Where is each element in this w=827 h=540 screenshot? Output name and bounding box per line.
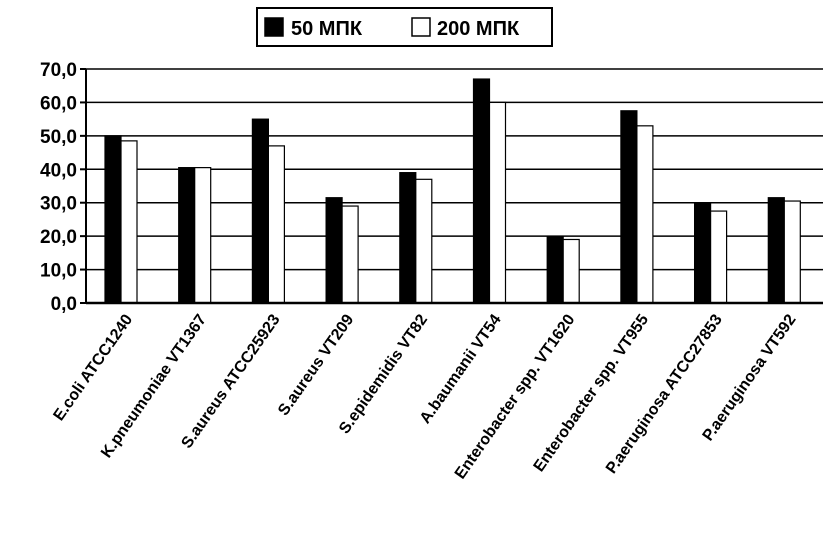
bar-series-1 [104, 135, 122, 304]
bar-series-1 [620, 110, 638, 304]
y-tick-label: 10,0 [40, 261, 77, 282]
bar-series-1 [472, 78, 491, 304]
y-tick-label: 0,0 [51, 294, 77, 315]
y-tick-label: 70,0 [40, 60, 77, 81]
bar-series-2 [341, 205, 359, 304]
axes [85, 69, 823, 305]
legend-swatch-series-1 [264, 17, 284, 37]
legend-label-series-1: 50 МПК [291, 18, 363, 40]
x-tick-label: S.aureus VT209 [275, 311, 357, 418]
bar-series-2 [709, 210, 728, 304]
x-tick-label: A.baumanii VT54 [417, 311, 505, 426]
bar-series-2 [562, 238, 580, 304]
bar-series-2 [636, 125, 654, 304]
x-tick-label: E.coli ATCC1240 [50, 311, 136, 424]
bar-series-1 [767, 197, 785, 304]
bar-series-2 [415, 178, 433, 304]
bar-series-1 [693, 202, 712, 304]
bar-series-2 [488, 101, 507, 304]
bar-series-1 [251, 118, 269, 304]
bar-series-2 [120, 140, 138, 304]
y-tick-label: 40,0 [40, 160, 77, 181]
y-tick-label: 60,0 [40, 93, 77, 114]
bar-series-1 [546, 235, 564, 304]
legend-box [256, 7, 553, 47]
y-tick-label: 20,0 [40, 227, 77, 248]
y-tick-label: 50,0 [40, 127, 77, 148]
y-tick-label: 30,0 [40, 194, 77, 215]
bars [104, 78, 801, 304]
legend-label-series-2: 200 МПК [437, 18, 520, 40]
bar-series-2 [783, 200, 801, 304]
bar-series-1 [399, 172, 417, 304]
legend-swatch-series-2 [411, 17, 431, 37]
legend: 50 МПК 200 МПК [256, 7, 553, 47]
bar-series-2 [194, 167, 212, 304]
bar-series-1 [325, 197, 343, 304]
x-tick-label: Enterobacter spp. VT1620 [452, 311, 579, 482]
bar-series-2 [267, 145, 285, 304]
bar-series-1 [178, 167, 196, 304]
y-axis-ticks: 0,0 10,0 20,0 30,0 40,0 50,0 60,0 70,0 [40, 60, 86, 315]
